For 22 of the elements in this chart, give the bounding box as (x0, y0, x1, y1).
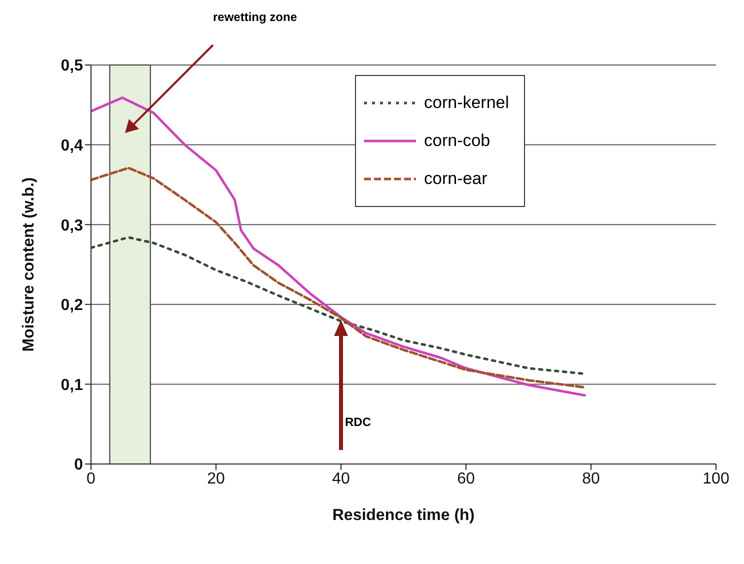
line-series (91, 236, 586, 376)
y-tick-label: 0,1 (60, 376, 84, 394)
x-tick-label: 40 (332, 470, 350, 488)
y-axis-title: Moisture content (w.b.) (20, 177, 38, 352)
x-tick-label: 0 (86, 470, 96, 488)
x-tick-label: 60 (457, 470, 475, 488)
legend-label: corn-kernel (424, 93, 510, 113)
legend-label: corn-ear (424, 169, 488, 189)
line-series (91, 96, 586, 397)
x-axis-title: Residence time (h) (332, 507, 475, 524)
y-tick-label: 0,4 (60, 137, 84, 154)
legend-label: corn-cob (424, 131, 490, 151)
annotation: RDC (345, 415, 372, 429)
y-tick-label: 0,3 (60, 217, 84, 234)
y-tick-label: 0,5 (60, 58, 84, 75)
x-tick-label: 20 (207, 470, 225, 488)
x-tick-label: 100 (702, 470, 730, 488)
line-series (91, 166, 586, 389)
y-tick-label: 0,2 (60, 297, 84, 314)
text: rewetting zone (212, 10, 298, 24)
y-tick-label: 0 (74, 456, 84, 474)
x-tick-label: 80 (582, 470, 600, 488)
